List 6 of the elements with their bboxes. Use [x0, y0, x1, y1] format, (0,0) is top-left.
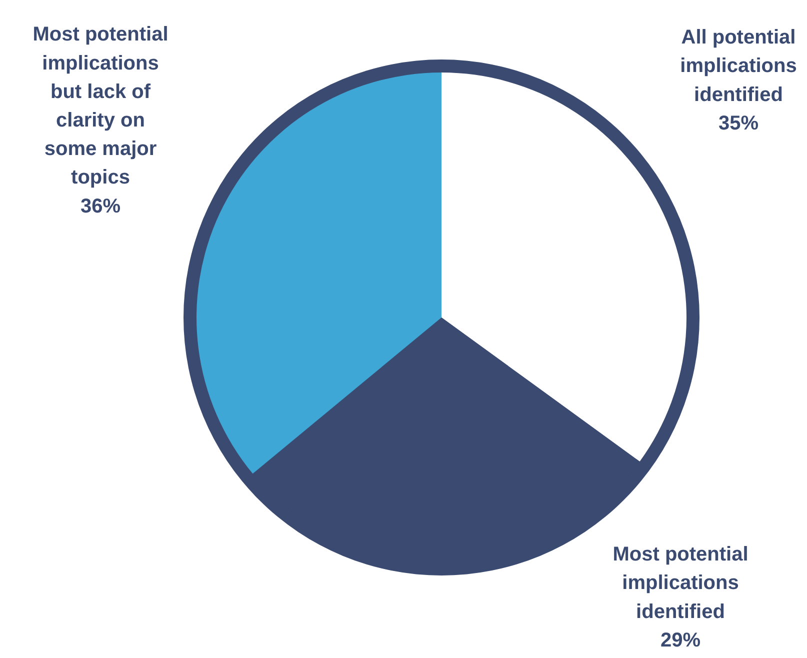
slice-label: All potential implications identified — [680, 26, 797, 106]
data-label: 35% — [718, 112, 759, 134]
slice-label: Most potential implications but lack of clarity on some major topics — [32, 24, 168, 189]
data-label: 29% — [660, 629, 701, 652]
slice-label: Most potential implications identified — [612, 544, 748, 623]
data-label: 36% — [80, 195, 121, 218]
